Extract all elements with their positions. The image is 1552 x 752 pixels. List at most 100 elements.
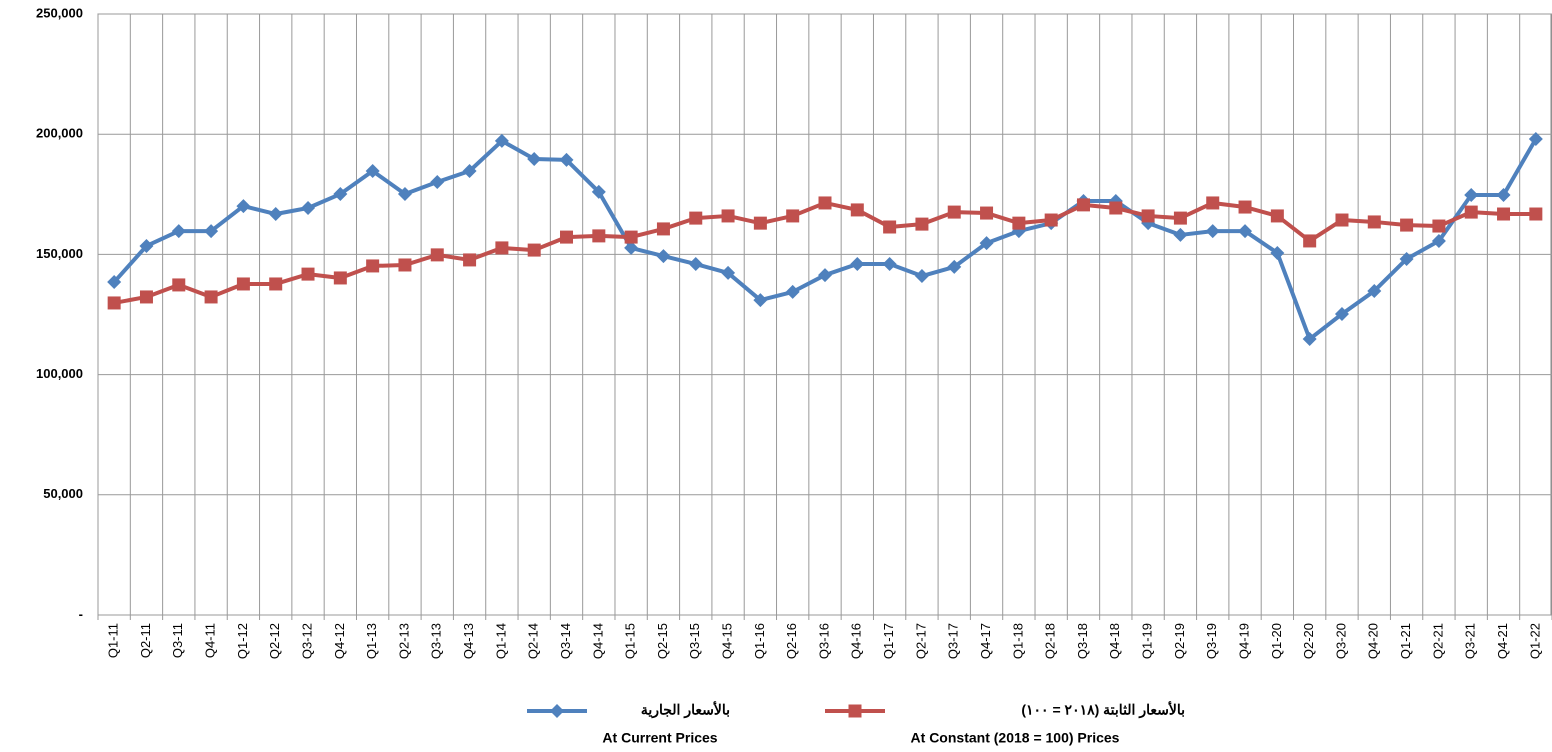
data-point <box>366 259 380 273</box>
x-tick-label: Q2-18 <box>1043 623 1058 659</box>
x-tick-label: Q4-16 <box>849 623 864 659</box>
data-point <box>236 199 251 214</box>
x-tick-label: Q2-11 <box>138 623 153 658</box>
data-point <box>850 257 865 272</box>
x-tick-label: Q4-19 <box>1236 623 1251 659</box>
data-point <box>656 249 671 264</box>
data-point <box>171 224 186 239</box>
data-point <box>1432 219 1446 233</box>
data-point <box>947 205 961 219</box>
x-tick-label: Q4-21 <box>1495 623 1510 659</box>
x-tick-label: Q4-20 <box>1366 623 1381 659</box>
data-point <box>818 196 832 210</box>
data-point <box>1270 245 1285 260</box>
legend-marker <box>848 704 862 718</box>
y-tick-label: 150,000 <box>36 246 83 261</box>
series-line <box>113 200 1536 305</box>
data-point <box>915 217 929 231</box>
data-point <box>430 175 445 190</box>
x-tick-label: Q2-19 <box>1172 623 1187 659</box>
x-tick-label: Q3-16 <box>816 623 831 659</box>
data-point <box>1076 198 1090 212</box>
data-point <box>980 206 994 220</box>
data-point <box>1141 209 1155 223</box>
data-point <box>397 187 412 202</box>
data-point <box>527 243 541 257</box>
data-point <box>1270 209 1284 223</box>
x-tick-label: Q1-21 <box>1398 623 1413 659</box>
data-point <box>1529 207 1543 221</box>
x-tick-label: Q2-20 <box>1301 623 1316 659</box>
x-tick-label: Q1-15 <box>623 623 638 659</box>
data-point <box>1238 200 1252 214</box>
x-tick-label: Q1-17 <box>881 623 896 659</box>
data-point <box>1173 227 1188 242</box>
data-point <box>495 241 509 255</box>
legend-label: بالأسعار الثابتة (٢٠١٨ = ١٠٠) <box>1021 701 1185 719</box>
data-point <box>268 207 283 222</box>
x-tick-label: Q2-16 <box>784 623 799 659</box>
x-tick-label: Q4-14 <box>590 623 605 659</box>
data-point <box>398 258 412 272</box>
x-tick-label: Q2-14 <box>526 623 541 659</box>
data-point <box>333 187 348 202</box>
data-point <box>1044 213 1058 227</box>
data-point <box>139 290 153 304</box>
data-point <box>301 267 315 281</box>
x-tick-label: Q4-11 <box>203 623 218 658</box>
data-point <box>1012 216 1026 230</box>
data-point <box>753 216 767 230</box>
data-point <box>269 277 283 291</box>
x-tick-label: Q3-20 <box>1333 623 1348 659</box>
data-point <box>1464 188 1479 203</box>
data-point <box>301 201 316 216</box>
x-tick-label: Q2-13 <box>396 623 411 659</box>
data-point <box>1497 207 1511 221</box>
x-tick-label: Q4-18 <box>1107 623 1122 659</box>
data-point <box>947 259 962 274</box>
x-tick-label: Q2-12 <box>267 623 282 659</box>
data-point <box>592 229 606 243</box>
y-tick-label: 200,000 <box>36 126 83 141</box>
data-point <box>463 253 477 267</box>
plot-area <box>97 13 1552 616</box>
series-line <box>112 138 1538 342</box>
x-tick-label: Q4-13 <box>461 623 476 659</box>
data-point <box>591 184 606 199</box>
x-tick-label: Q3-15 <box>687 623 702 659</box>
data-point <box>786 209 800 223</box>
data-point <box>883 220 897 234</box>
data-point <box>365 163 380 178</box>
data-point <box>204 224 219 239</box>
x-tick-label: Q4-17 <box>978 623 993 659</box>
legend-label-en: At Current Prices <box>602 730 717 746</box>
x-tick-label: Q1-14 <box>493 623 508 659</box>
data-point <box>559 152 574 167</box>
data-point <box>850 203 864 217</box>
y-tick-label: 50,000 <box>43 486 83 501</box>
x-tick-label: Q3-14 <box>558 623 573 659</box>
data-point <box>914 269 929 284</box>
data-point <box>204 290 218 304</box>
data-point <box>1205 224 1220 239</box>
data-point <box>1400 218 1414 232</box>
data-point <box>818 268 832 283</box>
x-tick-label: Q1-19 <box>1140 623 1155 659</box>
data-point <box>560 230 574 244</box>
data-point <box>689 211 703 225</box>
y-tick-label: 250,000 <box>36 5 83 20</box>
data-point <box>656 222 670 236</box>
data-point <box>688 257 703 272</box>
data-point <box>494 133 509 148</box>
data-point <box>1528 132 1543 147</box>
data-point <box>753 293 768 308</box>
data-point <box>785 284 800 299</box>
data-point <box>1399 251 1414 266</box>
data-point <box>979 236 994 251</box>
x-tick-label: Q4-15 <box>720 623 735 659</box>
data-point <box>1109 201 1123 215</box>
data-point <box>624 230 638 244</box>
x-tick-label: Q3-12 <box>299 623 314 659</box>
data-point <box>624 240 639 255</box>
